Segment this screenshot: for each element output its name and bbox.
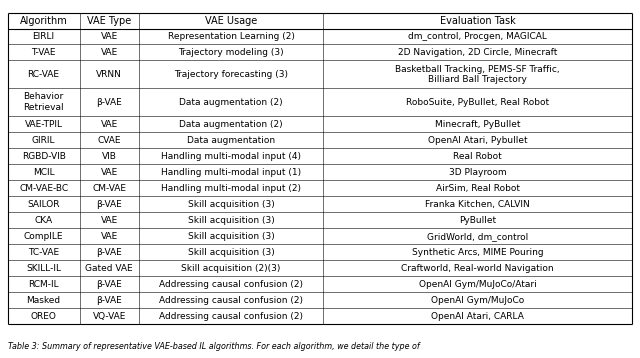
Text: Skill acquisition (2)(3): Skill acquisition (2)(3) (181, 263, 281, 272)
Text: CM-VAE-BC: CM-VAE-BC (19, 184, 68, 193)
Text: VAE-TPIL: VAE-TPIL (24, 120, 63, 129)
Text: Table 3: Summary of representative VAE-based IL algorithms. For each algorithm, : Table 3: Summary of representative VAE-b… (8, 342, 419, 351)
Text: VAE: VAE (100, 168, 118, 177)
Text: VRNN: VRNN (96, 70, 122, 79)
Text: VAE: VAE (100, 120, 118, 129)
Text: 3D Playroom: 3D Playroom (449, 168, 506, 177)
Text: EIRLI: EIRLI (33, 32, 54, 41)
Text: SKILL-IL: SKILL-IL (26, 263, 61, 272)
Text: Behavior
Retrieval: Behavior Retrieval (23, 92, 64, 112)
Text: TC-VAE: TC-VAE (28, 248, 59, 257)
Text: CVAE: CVAE (97, 136, 121, 145)
Text: VAE: VAE (100, 32, 118, 41)
Text: dm_control, Procgen, MAGICAL: dm_control, Procgen, MAGICAL (408, 32, 547, 41)
Text: Minecraft, PyBullet: Minecraft, PyBullet (435, 120, 520, 129)
Text: β-VAE: β-VAE (96, 200, 122, 209)
Text: Masked: Masked (26, 296, 61, 305)
Text: Franka Kitchen, CALVIN: Franka Kitchen, CALVIN (426, 200, 530, 209)
Text: MCIL: MCIL (33, 168, 54, 177)
Text: VAE: VAE (100, 216, 118, 225)
Text: Algorithm: Algorithm (20, 15, 67, 25)
Text: RC-VAE: RC-VAE (28, 70, 60, 79)
Text: Addressing causal confusion (2): Addressing causal confusion (2) (159, 311, 303, 320)
Text: SAILOR: SAILOR (28, 200, 60, 209)
Text: GIRIL: GIRIL (32, 136, 55, 145)
Text: Data augmentation (2): Data augmentation (2) (179, 120, 283, 129)
Text: Skill acquisition (3): Skill acquisition (3) (188, 216, 275, 225)
Text: RGBD-VIB: RGBD-VIB (22, 152, 65, 161)
Text: VAE: VAE (100, 48, 118, 57)
Text: OpenAI Atari, Pybullet: OpenAI Atari, Pybullet (428, 136, 527, 145)
Text: β-VAE: β-VAE (96, 98, 122, 107)
Text: RoboSuite, PyBullet, Real Robot: RoboSuite, PyBullet, Real Robot (406, 98, 549, 107)
Text: OpenAI Gym/MuJoCo: OpenAI Gym/MuJoCo (431, 296, 524, 305)
Text: VIB: VIB (102, 152, 116, 161)
Text: Representation Learning (2): Representation Learning (2) (168, 32, 294, 41)
Text: Trajectory forecasting (3): Trajectory forecasting (3) (174, 70, 288, 79)
Text: Addressing causal confusion (2): Addressing causal confusion (2) (159, 296, 303, 305)
Text: Addressing causal confusion (2): Addressing causal confusion (2) (159, 280, 303, 289)
Text: VAE Usage: VAE Usage (205, 15, 257, 25)
Text: Basketball Tracking, PEMS-SF Traffic,
Billiard Ball Trajectory: Basketball Tracking, PEMS-SF Traffic, Bi… (396, 64, 560, 84)
Text: Data augmentation: Data augmentation (187, 136, 275, 145)
Text: PyBullet: PyBullet (459, 216, 496, 225)
Text: Skill acquisition (3): Skill acquisition (3) (188, 200, 275, 209)
Text: VAE: VAE (100, 232, 118, 241)
Text: RCM-IL: RCM-IL (28, 280, 59, 289)
Text: Gated VAE: Gated VAE (85, 263, 133, 272)
Text: Skill acquisition (3): Skill acquisition (3) (188, 232, 275, 241)
Text: Handling multi-modal input (1): Handling multi-modal input (1) (161, 168, 301, 177)
Text: OpenAI Gym/MuJoCo/Atari: OpenAI Gym/MuJoCo/Atari (419, 280, 536, 289)
Text: CM-VAE: CM-VAE (92, 184, 126, 193)
Text: β-VAE: β-VAE (96, 248, 122, 257)
Text: Trajectory modeling (3): Trajectory modeling (3) (178, 48, 284, 57)
Text: OpenAI Atari, CARLA: OpenAI Atari, CARLA (431, 311, 524, 320)
Text: Skill acquisition (3): Skill acquisition (3) (188, 248, 275, 257)
Text: Data augmentation (2): Data augmentation (2) (179, 98, 283, 107)
Text: CKA: CKA (35, 216, 52, 225)
Text: Synthetic Arcs, MIME Pouring: Synthetic Arcs, MIME Pouring (412, 248, 543, 257)
Text: GridWorld, dm_control: GridWorld, dm_control (427, 232, 529, 241)
Text: CompILE: CompILE (24, 232, 63, 241)
Text: Evaluation Task: Evaluation Task (440, 15, 516, 25)
Text: Handling multi-modal input (2): Handling multi-modal input (2) (161, 184, 301, 193)
Text: Craftworld, Real-world Navigation: Craftworld, Real-world Navigation (401, 263, 554, 272)
Text: Real Robot: Real Robot (453, 152, 502, 161)
Text: OREO: OREO (31, 311, 56, 320)
Text: β-VAE: β-VAE (96, 296, 122, 305)
Text: AirSim, Real Robot: AirSim, Real Robot (436, 184, 520, 193)
Text: T-VAE: T-VAE (31, 48, 56, 57)
Text: Handling multi-modal input (4): Handling multi-modal input (4) (161, 152, 301, 161)
Text: β-VAE: β-VAE (96, 280, 122, 289)
Text: VQ-VAE: VQ-VAE (93, 311, 126, 320)
Text: 2D Navigation, 2D Circle, Minecraft: 2D Navigation, 2D Circle, Minecraft (398, 48, 557, 57)
Text: VAE Type: VAE Type (87, 15, 131, 25)
